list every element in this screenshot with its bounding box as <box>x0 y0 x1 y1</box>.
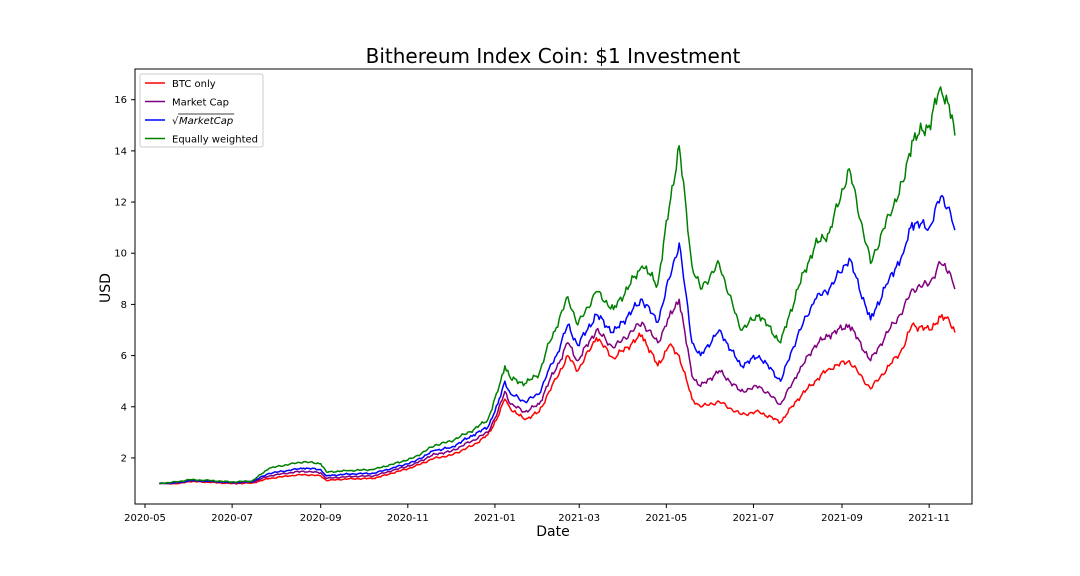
x-tick-label: 2021-09 <box>821 513 863 524</box>
series-layer <box>159 86 956 485</box>
x-tick-label: 2021-01 <box>474 513 516 524</box>
y-tick-label: 10 <box>114 249 127 260</box>
legend-label: Equally weighted <box>172 135 258 146</box>
y-tick-label: 12 <box>114 198 127 209</box>
y-axis-label: USD <box>98 273 114 303</box>
series-line-1 <box>159 313 956 485</box>
y-tick-label: 4 <box>121 402 127 413</box>
series-line-4 <box>159 86 956 485</box>
x-tick-label: 2021-11 <box>908 513 950 524</box>
x-axis-label: Date <box>536 524 569 540</box>
y-tick-label: 2 <box>121 453 127 464</box>
x-tick-label: 2020-07 <box>211 513 253 524</box>
x-tick-label: 2020-09 <box>300 513 342 524</box>
chart-title: Bithereum Index Coin: $1 Investment <box>366 44 741 68</box>
x-axis: 2020-05 2020-07 2020-09 2020-11 2021-01 2021-… <box>124 504 950 524</box>
x-tick-label: 2021-05 <box>645 513 687 524</box>
x-tick-label: 2020-05 <box>124 513 166 524</box>
y-tick-label: 6 <box>121 351 127 362</box>
legend-box <box>139 73 264 148</box>
svg-text:MarketCap: MarketCap <box>179 116 233 127</box>
legend-label: BTC only <box>172 79 216 90</box>
legend-label: Market Cap <box>172 98 229 109</box>
x-tick-label: 2021-03 <box>558 513 600 524</box>
svg-text:√: √ <box>172 116 179 127</box>
y-tick-label: 16 <box>114 95 127 106</box>
series-line-2 <box>159 260 956 485</box>
y-axis: 2 4 6 8 10 12 14 16 <box>114 95 135 464</box>
plot-frame <box>134 68 973 505</box>
series-line-3 <box>159 194 956 485</box>
y-tick-label: 14 <box>114 146 127 157</box>
y-tick-label: 8 <box>121 300 127 311</box>
x-tick-label: 2021-07 <box>733 513 775 524</box>
legend-label: √ MarketCap <box>172 113 235 127</box>
x-tick-label: 2020-11 <box>387 513 429 524</box>
legend: BTC only Market Cap √ MarketCap Equally weig… <box>139 73 264 148</box>
